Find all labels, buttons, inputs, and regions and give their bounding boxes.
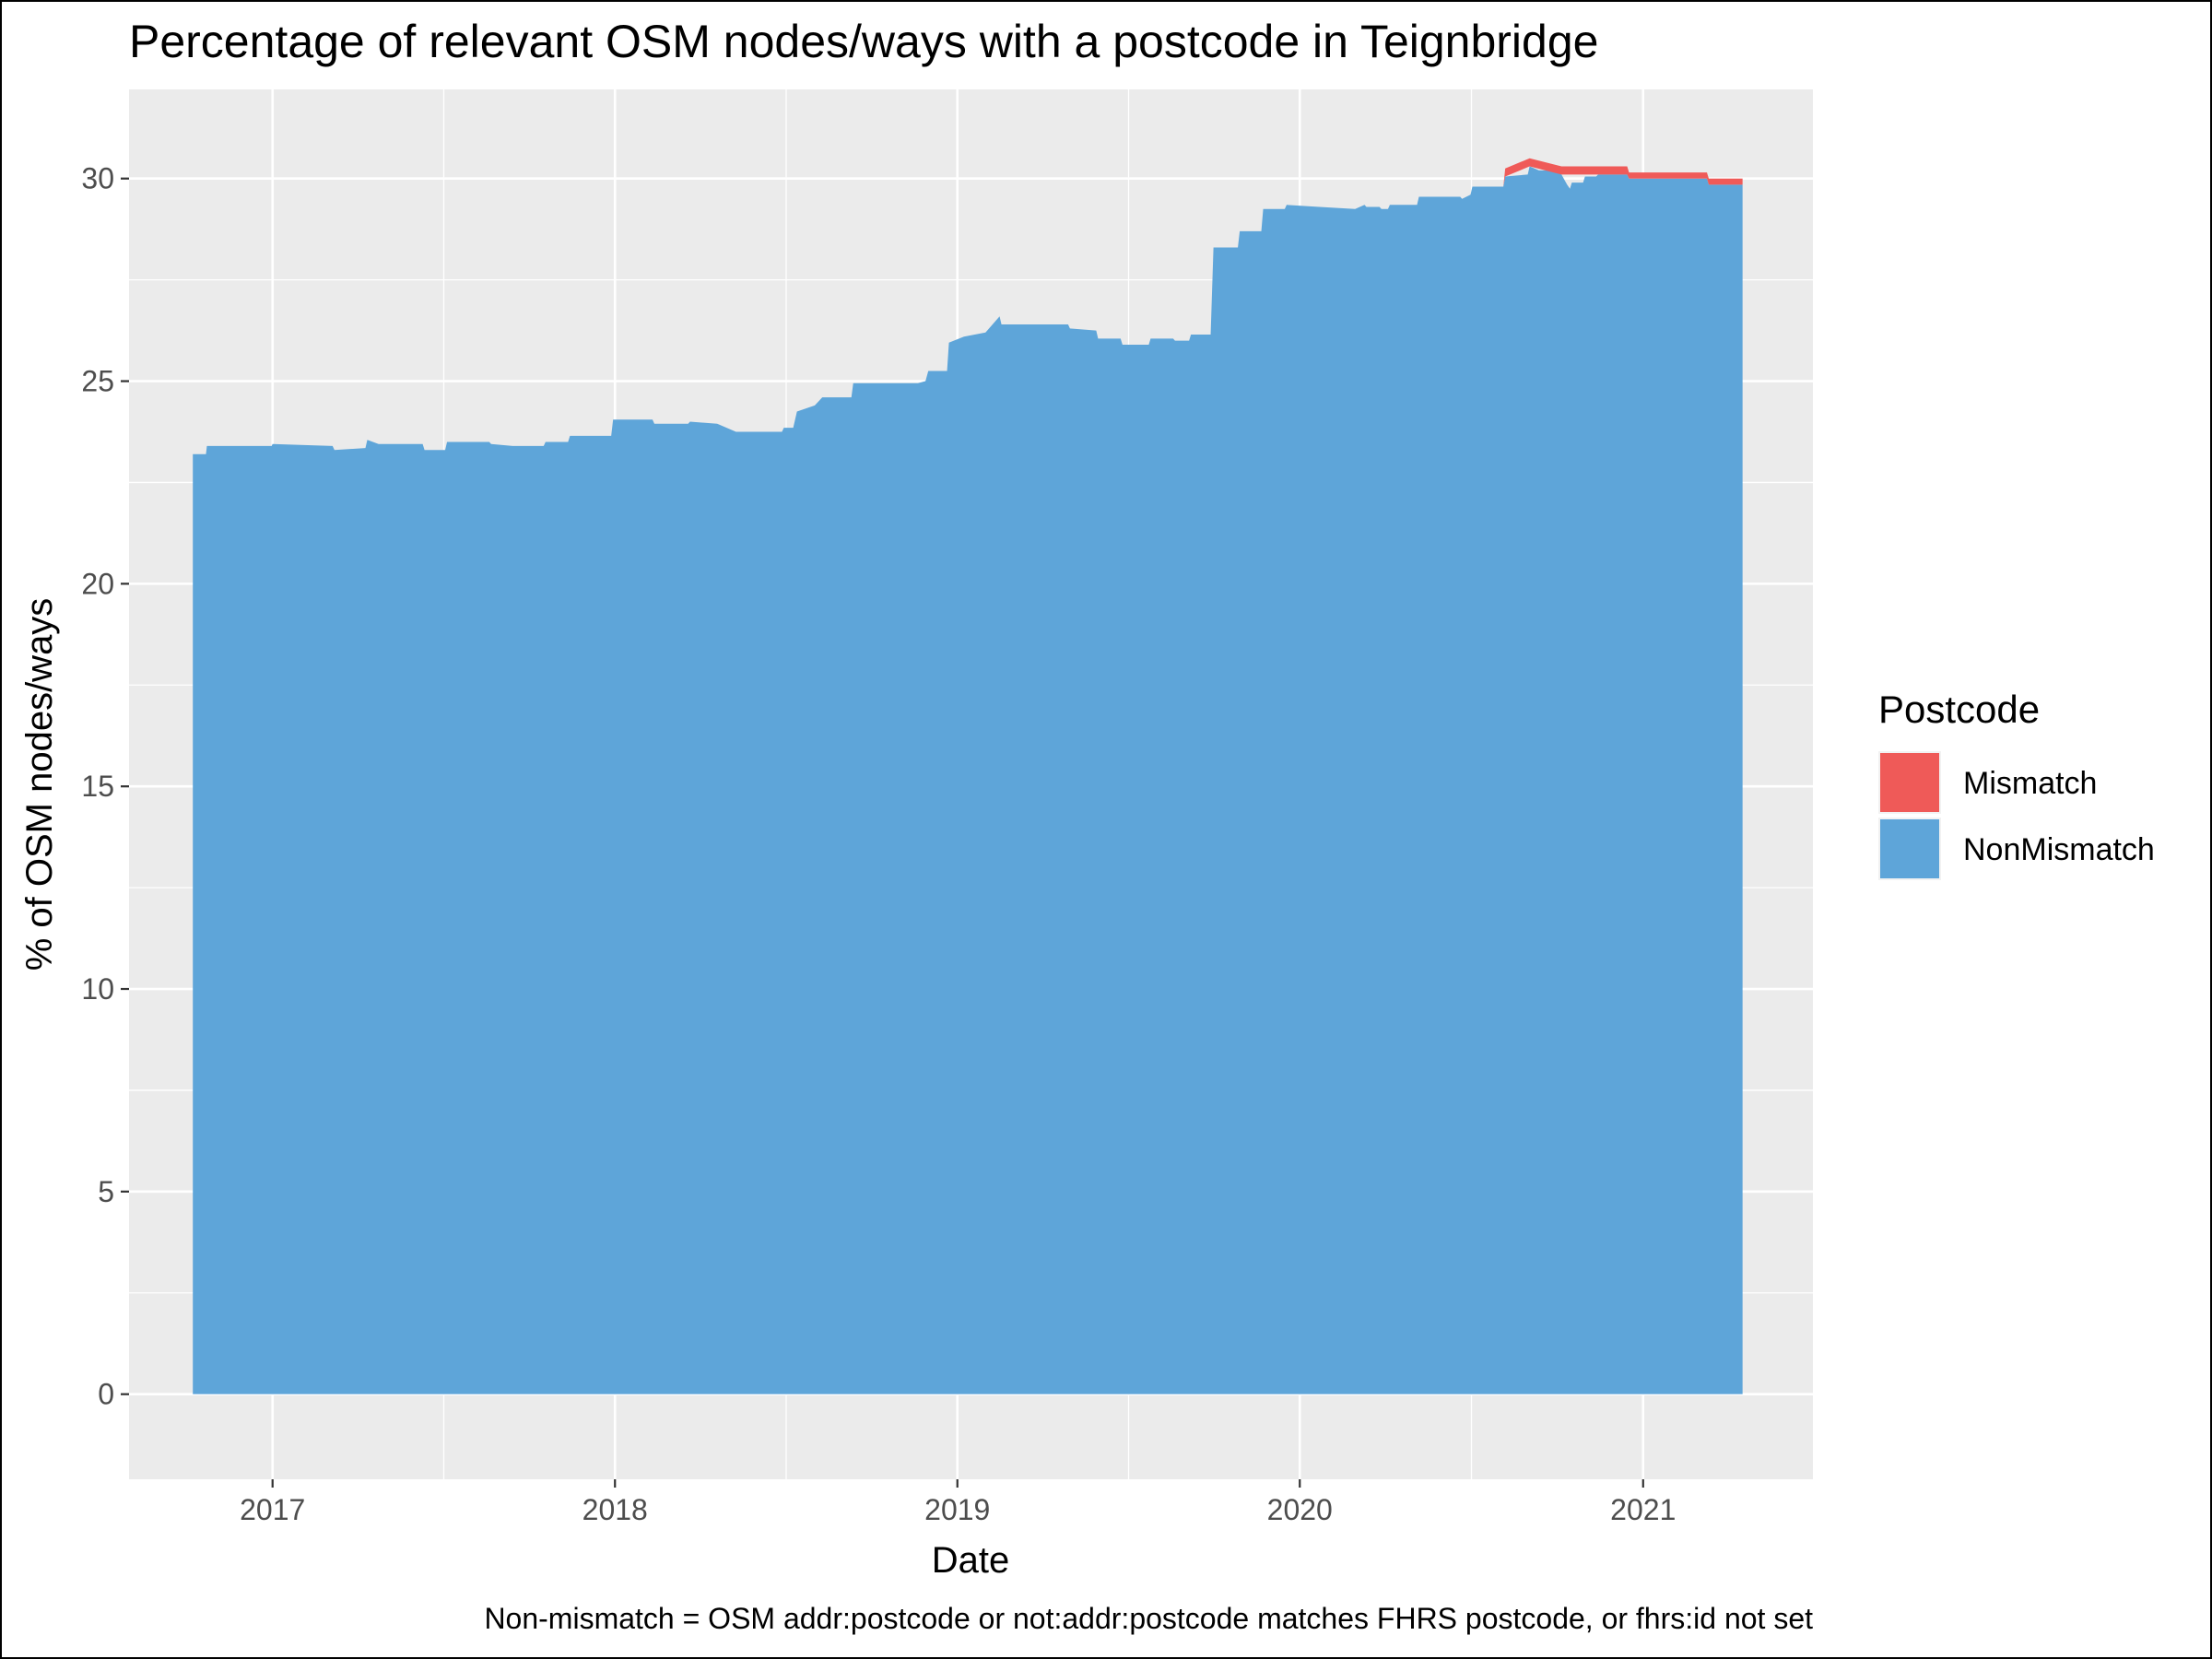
x-axis-title: Date [932, 1540, 1010, 1581]
x-tick-label: 2017 [240, 1493, 305, 1526]
chart-title: Percentage of relevant OSM nodes/ways wi… [129, 16, 1598, 67]
chart-caption: Non-mismatch = OSM addr:postcode or not:… [484, 1602, 1813, 1635]
stacked-areas [193, 158, 1743, 1394]
x-axis: 2017 2018 2019 2020 2021 [240, 1479, 1676, 1526]
y-tick-label: 20 [81, 567, 114, 600]
legend: Postcode Mismatch NonMismatch [1878, 688, 2155, 880]
area-nonmismatch [193, 164, 1743, 1394]
legend-swatch-nonmismatch [1880, 819, 1939, 878]
y-tick-label: 5 [98, 1175, 114, 1208]
y-tick-label: 15 [81, 770, 114, 803]
x-tick-label: 2020 [1267, 1493, 1333, 1526]
legend-label-mismatch: Mismatch [1963, 766, 2097, 801]
y-axis-title: % of OSM nodes/ways [19, 598, 60, 971]
y-tick-label: 0 [98, 1378, 114, 1411]
y-tick-label: 30 [81, 162, 114, 195]
legend-swatch-mismatch [1880, 753, 1939, 812]
y-tick-label: 25 [81, 365, 114, 398]
y-tick-label: 10 [81, 972, 114, 1006]
x-tick-label: 2018 [582, 1493, 648, 1526]
legend-label-nonmismatch: NonMismatch [1963, 832, 2155, 867]
legend-title: Postcode [1878, 688, 2040, 731]
x-tick-label: 2019 [924, 1493, 990, 1526]
y-axis: 0 5 10 15 20 25 30 [81, 162, 129, 1411]
x-tick-label: 2021 [1610, 1493, 1676, 1526]
